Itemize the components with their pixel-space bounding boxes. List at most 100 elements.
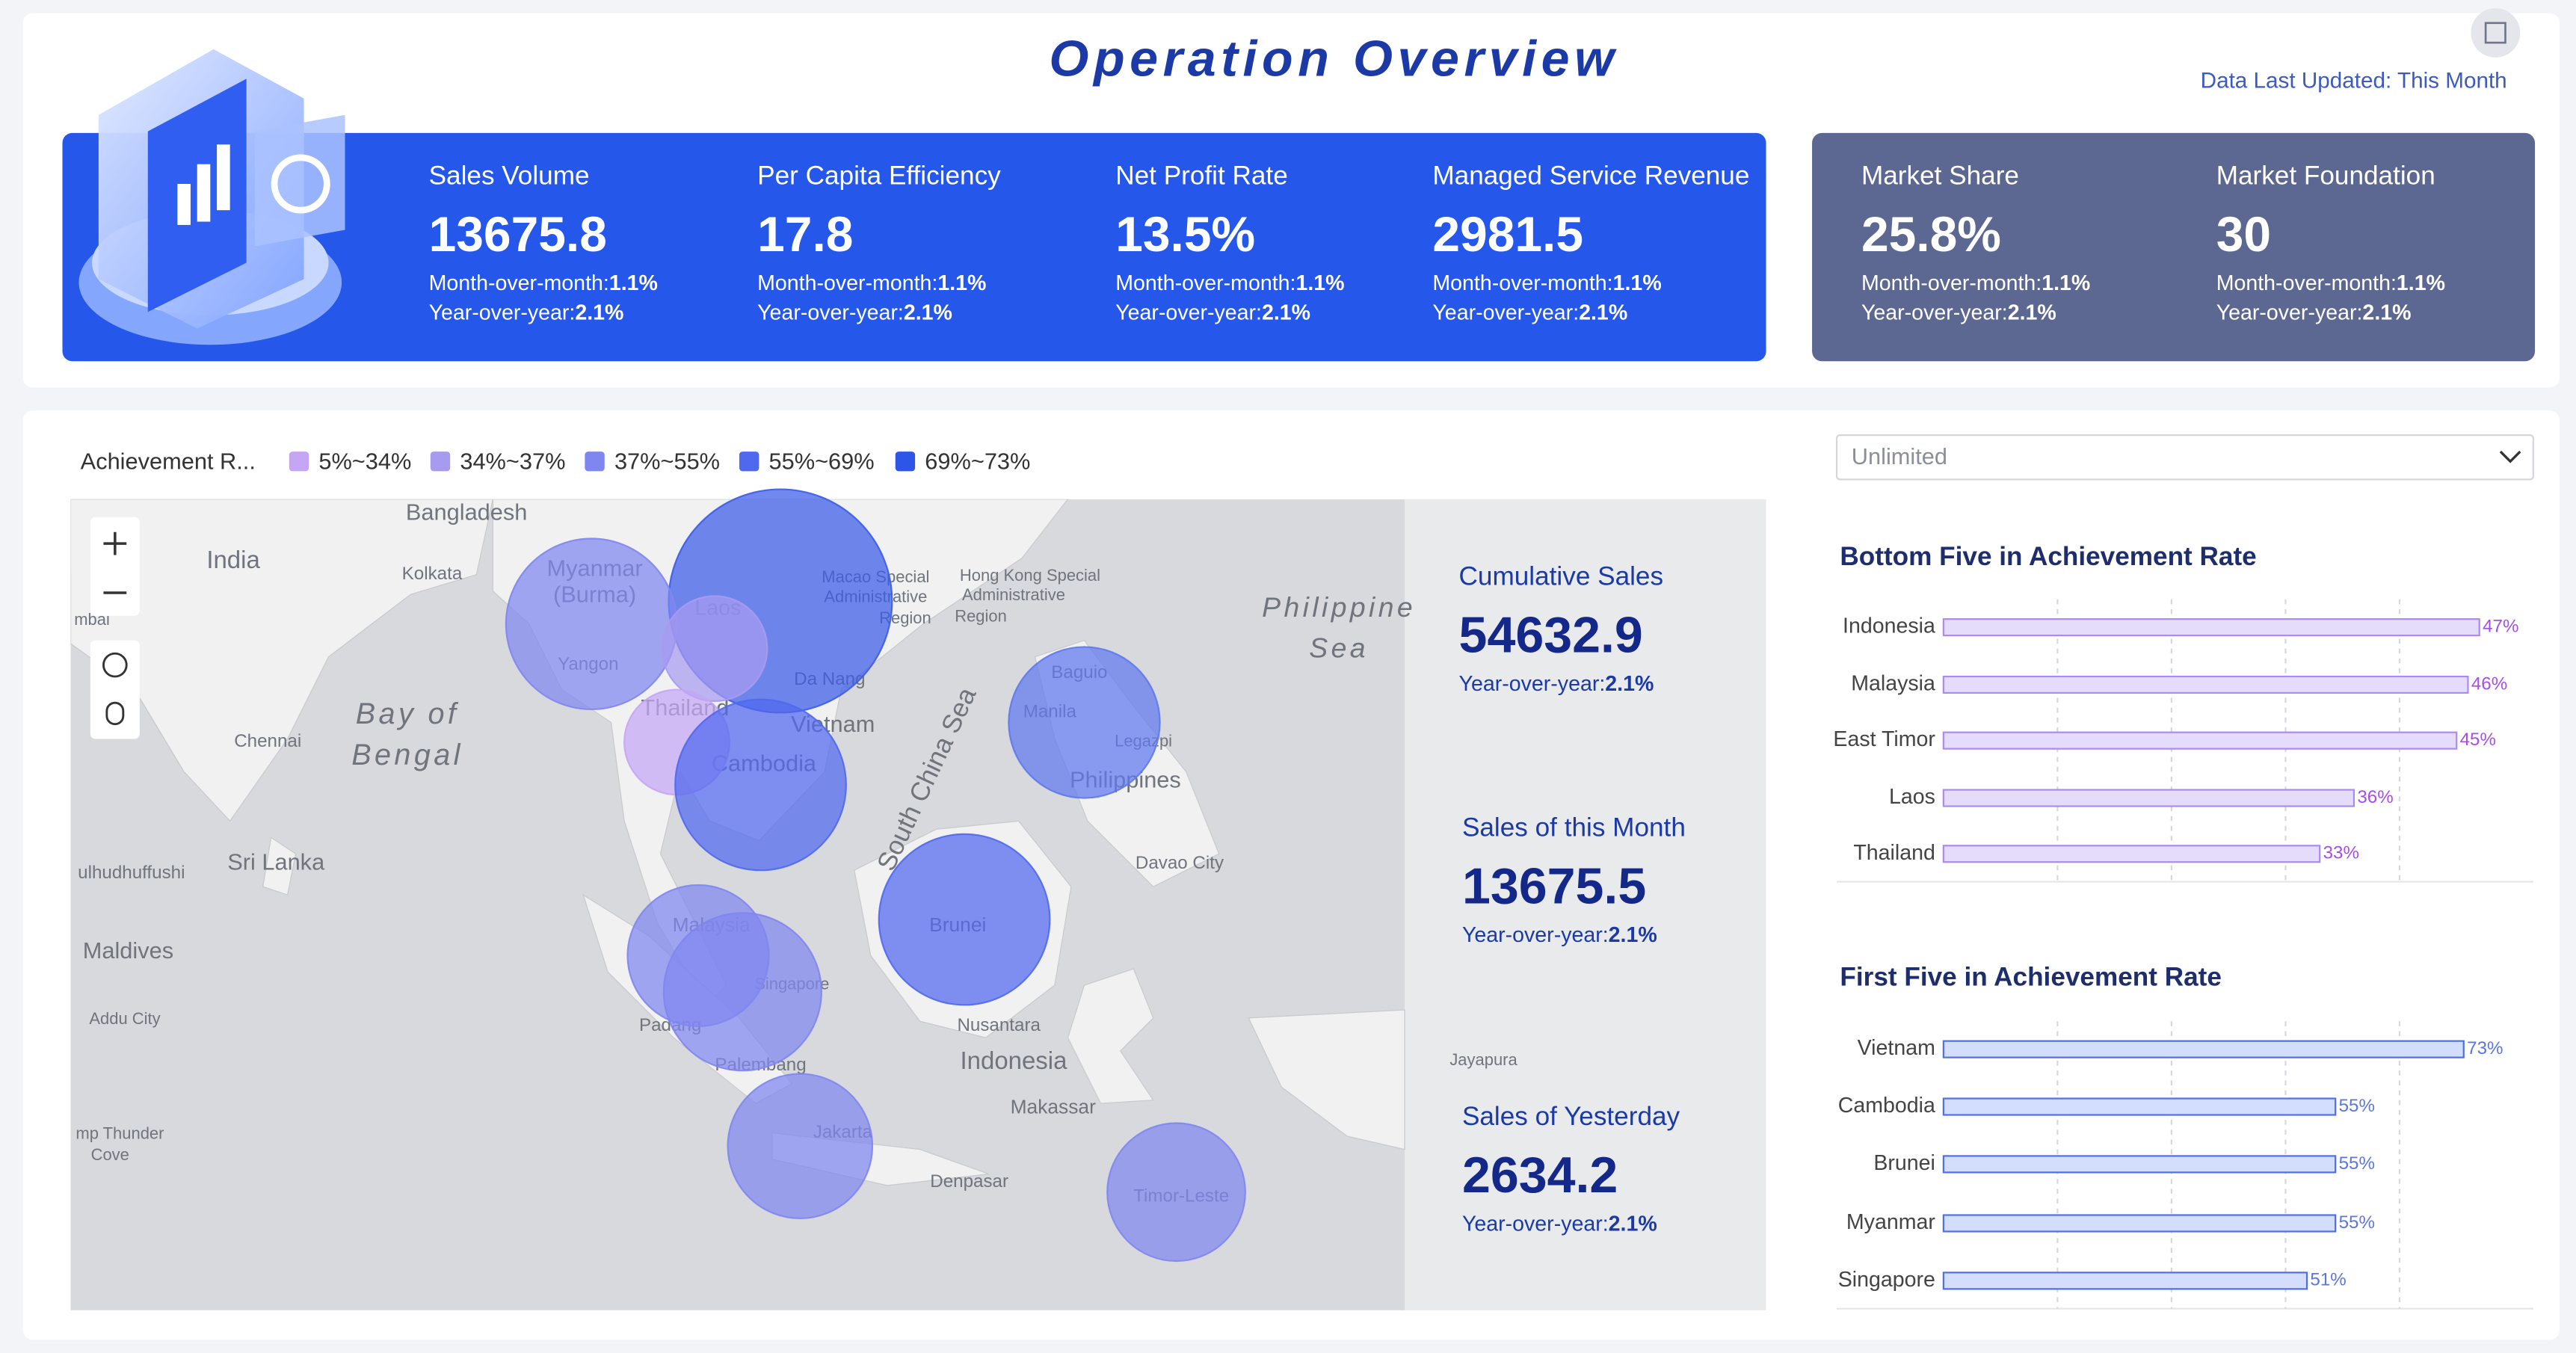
place-name: Sri Lanka <box>227 849 325 875</box>
place-name: Jayapura <box>1449 1050 1517 1069</box>
bar <box>1942 1040 2465 1058</box>
place-name: Makassar <box>1011 1096 1097 1118</box>
legend-label: 69%~73% <box>925 449 1030 475</box>
category-label: Singapore <box>1838 1268 1935 1292</box>
summary-yoy-label: Year-over-year: <box>1459 672 1606 696</box>
kpi-yoy-label: Year-over-year: <box>757 301 904 324</box>
bar <box>1942 845 2321 863</box>
kpi-mom: Month-over-month:1.1% <box>2216 271 2445 295</box>
kpi-mom: Month-over-month:1.1% <box>1861 271 2090 295</box>
zoom-in[interactable] <box>103 531 127 555</box>
category-label: Laos <box>1889 785 1935 809</box>
bar <box>1942 731 2458 750</box>
place-name: Cove <box>91 1145 129 1164</box>
bar-value-label: 51% <box>2310 1270 2346 1290</box>
place-name: Nusantara <box>957 1015 1041 1035</box>
mouse-button[interactable] <box>105 701 125 726</box>
summary-label: Sales of Yesterday <box>1462 1102 1680 1131</box>
place-name: Chennai <box>234 731 301 751</box>
kpi-label: Net Profit Rate <box>1115 161 1288 191</box>
place-name: India <box>206 546 260 573</box>
kpi-yoy-value: 2.1% <box>575 301 623 324</box>
region-dropdown[interactable] <box>1835 434 2534 481</box>
kpi-yoy-label: Year-over-year: <box>1432 301 1579 324</box>
legend-swatch <box>289 451 309 472</box>
kpi-yoy-label: Year-over-year: <box>1115 301 1262 324</box>
category-label: Cambodia <box>1838 1094 1935 1118</box>
map-bubble <box>1106 1122 1246 1263</box>
category-label: East Timor <box>1833 727 1935 751</box>
updated-note: Data Last Updated: This Month <box>2201 69 2507 93</box>
kpi-yoy-value: 2.1% <box>904 301 952 324</box>
compass-button[interactable] <box>102 652 128 678</box>
dropdown-arrow <box>2499 450 2521 463</box>
map-bubble <box>674 698 847 872</box>
kpi-value: 13.5% <box>1115 206 1255 262</box>
category-label: Malaysia <box>1851 672 1935 696</box>
kpi-yoy-value: 2.1% <box>1579 301 1627 324</box>
kpi-mom-value: 1.1% <box>609 271 658 295</box>
legend-label: 55%~69% <box>769 449 875 475</box>
place-name: Bengal <box>351 739 463 771</box>
place-name: Hong Kong Special <box>960 566 1100 585</box>
bar-value-label: 47% <box>2483 616 2518 636</box>
bar <box>1942 1214 2337 1233</box>
map-bubble <box>1008 646 1161 799</box>
kpi-yoy-value: 2.1% <box>2362 301 2411 324</box>
summary-yoy-value: 2.1% <box>1609 923 1657 947</box>
kpi-value: 2981.5 <box>1432 206 1583 262</box>
kpi-yoy-label: Year-over-year: <box>429 301 576 324</box>
kpi-mom-label: Month-over-month: <box>2216 271 2397 295</box>
kpi-mom: Month-over-month:1.1% <box>1432 271 1661 295</box>
summary-value: 13675.5 <box>1462 858 1646 915</box>
map-bubble <box>878 833 1051 1006</box>
bar <box>1942 1097 2337 1116</box>
place-name: Sea <box>1309 632 1369 664</box>
kpi-mom-value: 1.1% <box>937 271 986 295</box>
summary-label: Sales of this Month <box>1462 813 1686 842</box>
bar-chart-title: Bottom Five in Achievement Rate <box>1840 542 2256 571</box>
bar <box>1942 618 2480 637</box>
category-label: Indonesia <box>1843 614 1935 638</box>
summary-yoy: Year-over-year:2.1% <box>1459 672 1654 696</box>
place-name: Bangladesh <box>406 499 527 526</box>
bar-value-label: 73% <box>2467 1038 2503 1058</box>
kpi-yoy: Year-over-year:2.1% <box>1861 301 2056 324</box>
summary-value: 54632.9 <box>1459 606 1643 663</box>
map-bubble <box>662 912 822 1072</box>
page-title: Operation Overview <box>1049 30 1618 87</box>
place-name: Davao City <box>1136 853 1224 873</box>
kpi-mom-label: Month-over-month: <box>757 271 937 295</box>
legend-label: 37%~55% <box>614 449 720 475</box>
map-bubble <box>661 595 768 703</box>
kpi-mom-label: Month-over-month: <box>1861 271 2042 295</box>
kpi-yoy-label: Year-over-year: <box>2216 301 2363 324</box>
legend-swatch <box>895 451 916 472</box>
summary-yoy-value: 2.1% <box>1609 1212 1657 1236</box>
bar <box>1942 1155 2337 1174</box>
kpi-mom-value: 1.1% <box>1613 271 1662 295</box>
category-label: Brunei <box>1873 1151 1935 1175</box>
place-name: Denpasar <box>930 1171 1008 1192</box>
kpi-yoy: Year-over-year:2.1% <box>1115 301 1310 324</box>
bar-value-label: 36% <box>2357 787 2393 807</box>
legend-swatch <box>739 451 759 472</box>
kpi-label: Managed Service Revenue <box>1432 161 1749 191</box>
kpi-value: 25.8% <box>1861 206 2001 262</box>
kpi-label: Market Foundation <box>2216 161 2435 191</box>
bar <box>1942 789 2355 807</box>
kpi-yoy: Year-over-year:2.1% <box>2216 301 2412 324</box>
map-side <box>1405 499 1766 1310</box>
place-name: Region <box>955 607 1007 626</box>
place-name: Bay of <box>356 697 459 730</box>
bar-chart-title: First Five in Achievement Rate <box>1840 962 2221 991</box>
legend-swatch <box>585 451 605 472</box>
kpi-mom-value: 1.1% <box>2397 271 2445 295</box>
settings-button[interactable] <box>2471 7 2521 58</box>
kpi-value: 13675.8 <box>429 206 607 262</box>
kpi-mom: Month-over-month:1.1% <box>1115 271 1344 295</box>
bar-value-label: 46% <box>2471 674 2507 694</box>
place-name: mp Thunder <box>76 1124 164 1143</box>
